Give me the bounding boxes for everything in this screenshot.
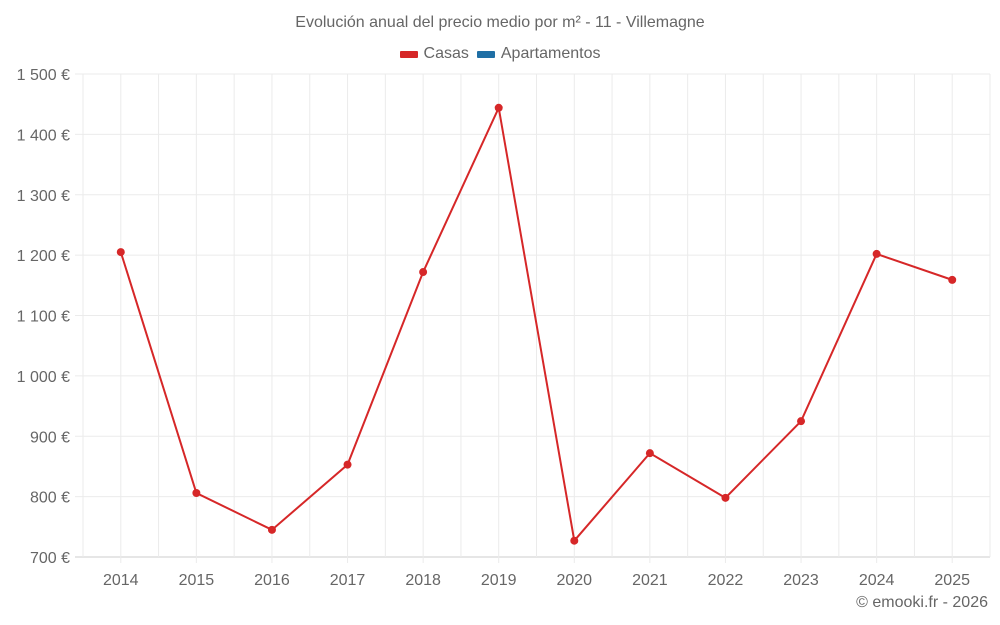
legend-label-casas: Casas xyxy=(423,45,469,62)
chart-title: Evolución anual del precio medio por m² … xyxy=(295,14,705,31)
legend-label-apartamentos: Apartamentos xyxy=(500,45,601,62)
apartamentos-swatch-icon xyxy=(476,50,495,58)
grid-lines xyxy=(75,73,991,558)
legend: Casas Apartamentos xyxy=(0,45,1000,63)
x-tick-label: 2022 xyxy=(708,572,744,589)
series-casas xyxy=(116,103,957,545)
y-tick-label: 1 300 € xyxy=(17,188,70,205)
x-tick-label: 2024 xyxy=(859,572,895,589)
data-point[interactable] xyxy=(570,536,579,545)
y-tick-label: 1 200 € xyxy=(17,248,70,265)
data-point[interactable] xyxy=(419,268,428,277)
x-tick-label: 2016 xyxy=(254,572,290,589)
credit-text: © emooki.fr - 2026 xyxy=(856,594,988,611)
series-line xyxy=(119,104,953,543)
data-point[interactable] xyxy=(116,248,125,257)
data-point[interactable] xyxy=(645,449,654,458)
y-tick-label: 1 500 € xyxy=(17,67,70,84)
x-tick-label: 2014 xyxy=(103,572,139,589)
y-tick-label: 1 100 € xyxy=(17,309,70,326)
y-tick-label: 1 400 € xyxy=(17,127,70,144)
y-axis: 700 € 800 € 900 € 1 000 € 1 100 € 1 200 € 1 30… xyxy=(17,67,70,567)
x-tick-label: 2017 xyxy=(330,572,366,589)
y-tick-label: 700 € xyxy=(30,550,70,567)
x-tick-label: 2019 xyxy=(481,572,517,589)
y-tick-label: 900 € xyxy=(30,429,70,446)
data-point[interactable] xyxy=(797,417,806,426)
legend-item-casas[interactable]: Casas xyxy=(399,45,469,63)
data-point[interactable] xyxy=(721,493,730,502)
data-point[interactable] xyxy=(494,103,503,112)
data-point[interactable] xyxy=(267,525,276,534)
data-point[interactable] xyxy=(192,489,201,498)
x-tick-label: 2025 xyxy=(934,572,970,589)
y-tick-label: 800 € xyxy=(30,490,70,507)
data-point[interactable] xyxy=(948,275,957,284)
data-point[interactable] xyxy=(343,460,352,469)
casas-swatch-icon xyxy=(399,50,418,58)
data-point[interactable] xyxy=(872,249,881,258)
x-tick-label: 2018 xyxy=(405,572,441,589)
x-tick-label: 2020 xyxy=(556,572,592,589)
x-tick-label: 2021 xyxy=(632,572,668,589)
y-tick-label: 1 000 € xyxy=(17,369,70,386)
legend-item-apartamentos[interactable]: Apartamentos xyxy=(476,45,601,63)
x-tick-label: 2015 xyxy=(179,572,215,589)
x-tick-label: 2023 xyxy=(783,572,819,589)
x-axis: 2014 2015 2016 2017 2018 2019 2020 2021 2022 2023… xyxy=(103,74,970,589)
